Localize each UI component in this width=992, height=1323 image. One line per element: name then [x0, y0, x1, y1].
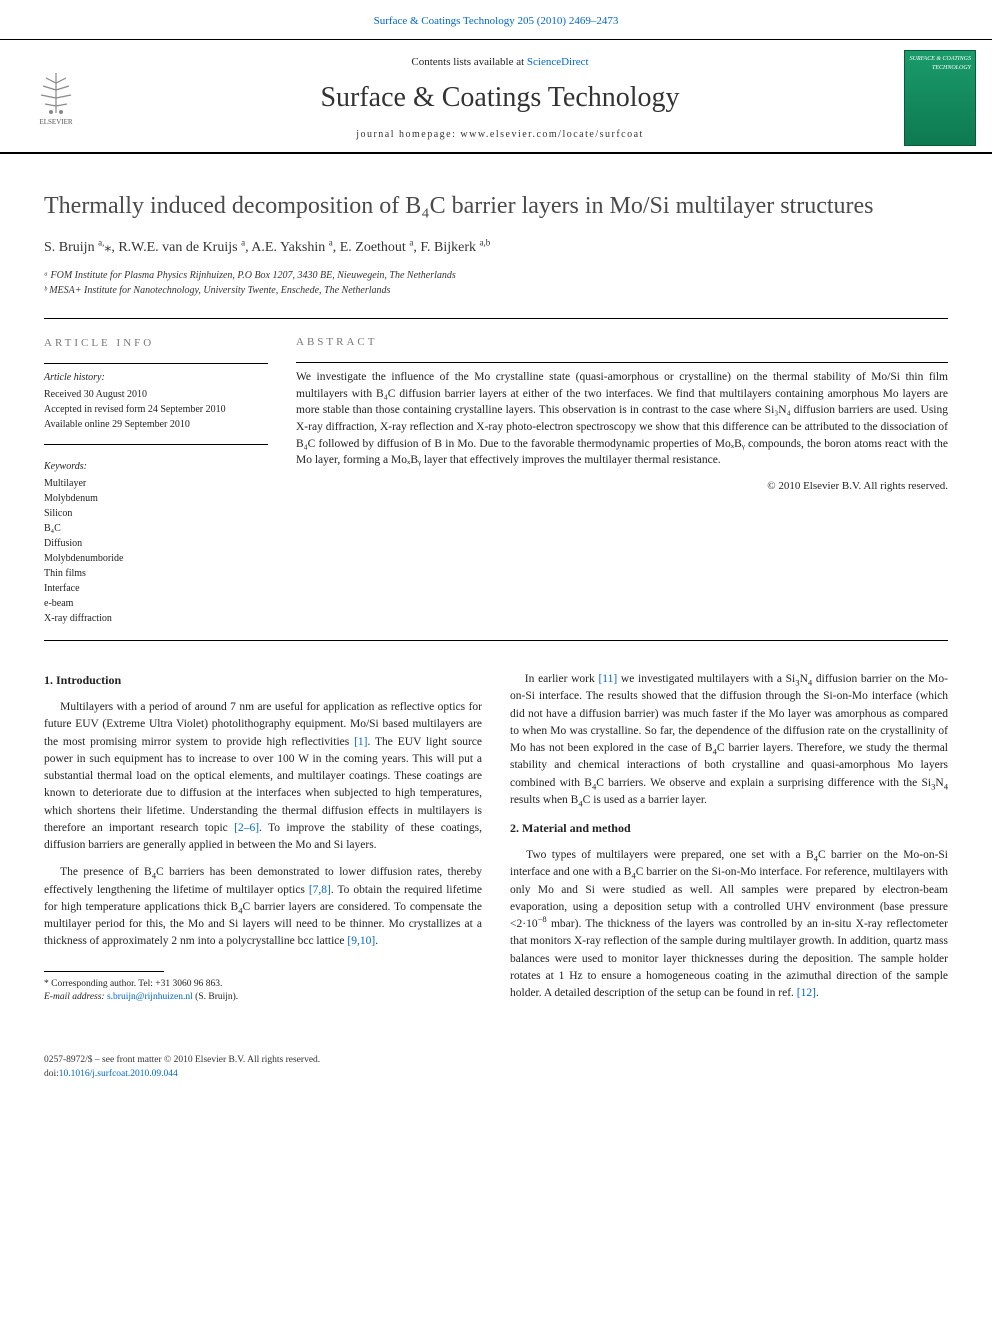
- affiliation-a: ᵃ FOM Institute for Plasma Physics Rijnh…: [44, 268, 948, 283]
- footnote-rule: [44, 971, 164, 972]
- publisher-logo: ELSEVIER: [16, 58, 96, 138]
- footer-copyright: 0257-8972/$ – see front matter © 2010 El…: [44, 1054, 948, 1067]
- footer-doi-line: doi:10.1016/j.surfcoat.2010.09.044: [44, 1068, 948, 1081]
- info-abstract-row: ARTICLE INFO Article history: Received 3…: [44, 318, 948, 627]
- elsevier-tree-icon: [31, 68, 81, 118]
- kw-5: Molybdenumboride: [44, 551, 268, 566]
- abstract: ABSTRACT We investigate the influence of…: [296, 335, 948, 627]
- contents-available: Contents lists available at ScienceDirec…: [112, 55, 888, 70]
- s1-p3: In earlier work [11] we investigated mul…: [510, 671, 948, 809]
- abstract-copyright: © 2010 Elsevier B.V. All rights reserved…: [296, 479, 948, 494]
- ref-11[interactable]: [11]: [598, 673, 617, 685]
- sciencedirect-link[interactable]: ScienceDirect: [527, 56, 589, 68]
- keywords-block: Keywords: Multilayer Molybdenum Silicon …: [44, 459, 268, 626]
- contents-prefix: Contents lists available at: [411, 56, 526, 68]
- article-title: Thermally induced decomposition of B₄C b…: [44, 190, 948, 224]
- s1-p1: Multilayers with a period of around 7 nm…: [44, 699, 482, 854]
- history-label: Article history:: [44, 370, 268, 385]
- corresponding-author: * Corresponding author. Tel: +31 3060 96…: [44, 978, 482, 991]
- corr-email-link[interactable]: s.bruijn@rijnhuizen.nl: [107, 992, 193, 1002]
- s2-p1: Two types of multilayers were prepared, …: [510, 847, 948, 1002]
- kw-0: Multilayer: [44, 476, 268, 491]
- affiliation-b: ᵇ MESA+ Institute for Nanotechnology, Un…: [44, 283, 948, 298]
- homepage-url: www.elsevier.com/locate/surfcoat: [460, 129, 643, 140]
- doi-prefix: doi:: [44, 1069, 59, 1079]
- masthead: ELSEVIER Contents lists available at Sci…: [0, 39, 992, 154]
- article-info: ARTICLE INFO Article history: Received 3…: [44, 335, 268, 627]
- kw-8: e-beam: [44, 596, 268, 611]
- doi-link[interactable]: 10.1016/j.surfcoat.2010.09.044: [59, 1069, 178, 1079]
- journal-cover-thumb: SURFACE & COATINGS TECHNOLOGY: [904, 50, 976, 146]
- email-label: E-mail address:: [44, 992, 105, 1002]
- running-head-link[interactable]: Surface & Coatings Technology 205 (2010)…: [374, 15, 619, 27]
- corr-email-line: E-mail address: s.bruijn@rijnhuizen.nl (…: [44, 991, 482, 1004]
- keywords-label: Keywords:: [44, 459, 268, 474]
- author-list: S. Bruijn a,⁎, R.W.E. van de Kruijs a, A…: [44, 238, 948, 258]
- homepage-prefix: journal homepage:: [356, 129, 460, 140]
- ref-12[interactable]: [12]: [797, 987, 816, 999]
- section-1-heading: 1. Introduction: [44, 671, 482, 689]
- s1-p2: The presence of B4C barriers has been de…: [44, 864, 482, 950]
- history-accepted: Accepted in revised form 24 September 20…: [44, 402, 268, 417]
- ref-7-8[interactable]: [7,8]: [309, 884, 331, 896]
- journal-name: Surface & Coatings Technology: [112, 78, 888, 117]
- affiliations: ᵃ FOM Institute for Plasma Physics Rijnh…: [44, 268, 948, 298]
- kw-9: X-ray diffraction: [44, 611, 268, 626]
- history-received: Received 30 August 2010: [44, 387, 268, 402]
- section-2-heading: 2. Material and method: [510, 819, 948, 837]
- kw-7: Interface: [44, 581, 268, 596]
- corr-email-suffix: (S. Bruijn).: [195, 992, 238, 1002]
- divider: [44, 640, 948, 641]
- ref-1[interactable]: [1]: [354, 736, 367, 748]
- article: Thermally induced decomposition of B₄C b…: [0, 154, 992, 1036]
- running-head: Surface & Coatings Technology 205 (2010)…: [0, 0, 992, 39]
- publisher-name: ELSEVIER: [39, 118, 72, 128]
- masthead-center: Contents lists available at ScienceDirec…: [112, 55, 888, 142]
- kw-4: Diffusion: [44, 536, 268, 551]
- article-body: 1. Introduction Multilayers with a perio…: [44, 671, 948, 1012]
- ref-2-6[interactable]: [2–6]: [234, 822, 259, 834]
- kw-6: Thin films: [44, 566, 268, 581]
- history-online: Available online 29 September 2010: [44, 417, 268, 432]
- article-info-heading: ARTICLE INFO: [44, 335, 268, 352]
- ref-9-10[interactable]: [9,10]: [347, 935, 375, 947]
- abstract-text: We investigate the influence of the Mo c…: [296, 369, 948, 469]
- footnotes: * Corresponding author. Tel: +31 3060 96…: [44, 978, 482, 1005]
- kw-3: B₄C: [44, 521, 268, 536]
- abstract-heading: ABSTRACT: [296, 335, 948, 350]
- page-footer: 0257-8972/$ – see front matter © 2010 El…: [0, 1054, 992, 1105]
- kw-1: Molybdenum: [44, 491, 268, 506]
- kw-2: Silicon: [44, 506, 268, 521]
- journal-homepage: journal homepage: www.elsevier.com/locat…: [112, 128, 888, 142]
